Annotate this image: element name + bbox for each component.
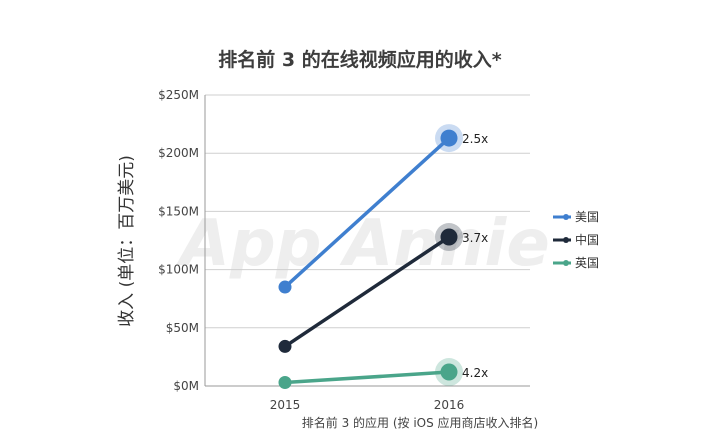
data-point (278, 376, 292, 390)
legend-label: 美国 (575, 210, 599, 224)
legend-item: 中国 (553, 232, 599, 247)
legend-item: 英国 (553, 256, 599, 270)
legend-marker (563, 214, 569, 220)
series-line (284, 235, 450, 348)
legend-item: 美国 (553, 210, 599, 224)
gridlines (204, 94, 530, 387)
y-tick-label: $0M (173, 379, 199, 393)
watermark: App Annie (175, 207, 549, 281)
legend-label: 中国 (575, 232, 599, 247)
y-axis-label: 收入 (单位：百万美元) (117, 155, 137, 327)
series-layer: 2.5x 3.7x 4.2x (278, 124, 488, 390)
x-tick-label: 2015 (270, 398, 301, 412)
chart-title: 排名前 3 的在线视频应用的收入* (218, 48, 501, 71)
y-tick-label: $150M (158, 204, 199, 218)
x-axis-ticks: 2015 2016 (270, 398, 465, 412)
series-line (284, 370, 450, 385)
data-point (278, 339, 292, 353)
x-tick-label: 2016 (434, 398, 465, 412)
x-axis-label: 排名前 3 的应用 (按 iOS 应用商店收入排名) (302, 415, 538, 430)
y-tick-label: $200M (158, 146, 199, 160)
data-point (278, 280, 292, 294)
growth-label: 4.2x (462, 366, 488, 380)
y-axis-ticks: $0M $50M $100M $150M $200M $250M (158, 88, 199, 393)
y-tick-label: $250M (158, 88, 199, 102)
data-point (440, 129, 458, 147)
series-line (283, 136, 451, 289)
growth-label: 3.7x (462, 231, 488, 245)
y-tick-label: $50M (166, 321, 199, 335)
legend-label: 英国 (575, 256, 599, 270)
data-point (440, 363, 458, 381)
growth-label: 2.5x (462, 132, 488, 146)
y-tick-label: $100M (158, 263, 199, 277)
legend-marker (563, 260, 569, 266)
legend-marker (563, 237, 569, 243)
data-point (440, 228, 458, 246)
